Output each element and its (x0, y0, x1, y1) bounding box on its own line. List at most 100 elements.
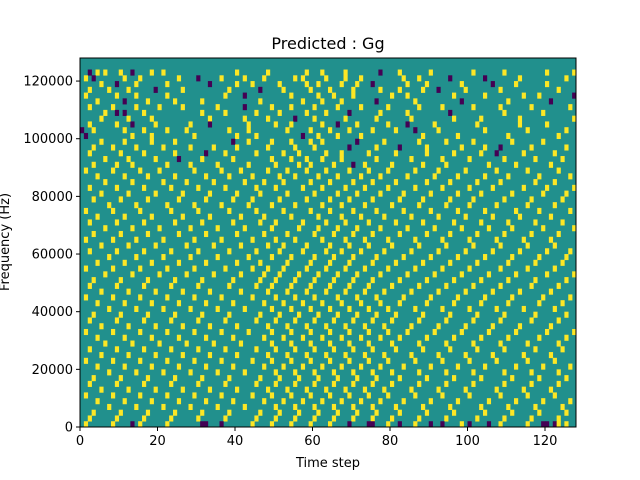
heatmap-cell (494, 305, 499, 312)
heatmap-cell (149, 138, 154, 145)
heatmap-cell (223, 92, 228, 99)
heatmap-cell (285, 386, 290, 393)
x-tick-label: 60 (304, 434, 321, 449)
heatmap-cell (386, 357, 391, 364)
heatmap-cell (145, 311, 151, 318)
heatmap-cell (409, 115, 414, 122)
heatmap-cell (192, 328, 197, 336)
heatmap-cell (231, 219, 236, 226)
heatmap-cell (289, 92, 294, 99)
heatmap-cell (246, 127, 251, 134)
heatmap-cell (169, 184, 174, 191)
heatmap-cell (304, 288, 309, 295)
heatmap-cell (432, 328, 437, 336)
heatmap-cell (95, 98, 100, 105)
heatmap-cell (200, 109, 205, 116)
heatmap-cell (266, 242, 271, 249)
heatmap-cell (273, 161, 278, 168)
heatmap-cell (428, 294, 433, 301)
heatmap-cell (211, 340, 216, 347)
heatmap-cell (188, 305, 193, 312)
heatmap-cell (328, 259, 333, 266)
heatmap-cell (359, 173, 364, 180)
heatmap-cell (83, 92, 89, 99)
heatmap-cell (153, 242, 158, 249)
heatmap-cell (173, 409, 178, 416)
heatmap-cell (289, 305, 294, 312)
heatmap-cell (548, 213, 554, 220)
heatmap-cell (157, 225, 162, 232)
heatmap-cells (80, 69, 577, 428)
heatmap-cell (533, 156, 538, 163)
heatmap-cell (331, 161, 337, 168)
heatmap-cell (142, 346, 147, 353)
heatmap-cell (421, 132, 426, 140)
heatmap-cell (99, 352, 104, 359)
heatmap-cell (498, 282, 503, 289)
heatmap-cell (351, 317, 356, 324)
heatmap-cell (122, 127, 127, 134)
heatmap-cell (331, 92, 337, 99)
heatmap-cell (328, 421, 333, 428)
heatmap-cell (370, 421, 375, 428)
heatmap-cell (180, 386, 185, 393)
heatmap-cell (409, 248, 414, 255)
heatmap-cell (200, 375, 205, 382)
heatmap-cell (165, 265, 170, 272)
heatmap-cell (289, 282, 294, 289)
heatmap-cell (173, 98, 178, 105)
heatmap-cell (246, 138, 251, 145)
heatmap-cell (215, 104, 220, 111)
heatmap-cell (157, 104, 162, 111)
heatmap-cell (521, 305, 526, 312)
heatmap-cell (242, 75, 247, 82)
heatmap-cell (149, 213, 154, 220)
heatmap-cell (413, 98, 418, 105)
heatmap-cell (165, 127, 170, 134)
heatmap-cell (343, 352, 348, 359)
heatmap-cell (405, 328, 410, 336)
heatmap-cell (335, 225, 340, 232)
heatmap-cell (91, 144, 96, 151)
heatmap-cell (339, 81, 344, 88)
heatmap-cell (525, 357, 530, 364)
heatmap-cell (289, 340, 294, 347)
heatmap-cell (114, 109, 120, 116)
heatmap-cell (324, 167, 329, 174)
heatmap-cell (300, 334, 306, 341)
heatmap-cell (196, 346, 201, 353)
heatmap-cell (409, 213, 414, 220)
heatmap-cell (320, 69, 325, 76)
heatmap-cell (149, 363, 154, 370)
heatmap-cell (227, 173, 232, 180)
heatmap-cell (486, 271, 492, 278)
heatmap-cell (355, 121, 360, 128)
heatmap-cell (285, 190, 290, 197)
heatmap-cell (401, 294, 406, 301)
heatmap-cell (324, 219, 329, 226)
heatmap-cell (390, 161, 395, 168)
heatmap-cell (409, 156, 414, 163)
heatmap-cell (355, 225, 360, 232)
heatmap-cell (572, 115, 577, 122)
heatmap-cell (312, 403, 317, 411)
heatmap-cell (328, 127, 333, 134)
heatmap-cell (486, 161, 492, 168)
heatmap-cell (176, 230, 182, 238)
heatmap-cell (335, 132, 340, 140)
heatmap-cell (281, 207, 286, 214)
heatmap-cell (126, 86, 131, 93)
heatmap-cell (111, 265, 116, 272)
heatmap-cell (436, 86, 441, 93)
heatmap-cell (188, 161, 193, 168)
heatmap-cell (541, 138, 546, 145)
heatmap-cell (215, 305, 220, 312)
heatmap-cell (300, 248, 306, 255)
heatmap-cell (165, 392, 170, 399)
heatmap-cell (227, 375, 232, 382)
heatmap-cell (479, 115, 484, 122)
heatmap-cell (506, 98, 511, 105)
heatmap-cell (91, 230, 96, 238)
heatmap-cell (169, 380, 174, 387)
